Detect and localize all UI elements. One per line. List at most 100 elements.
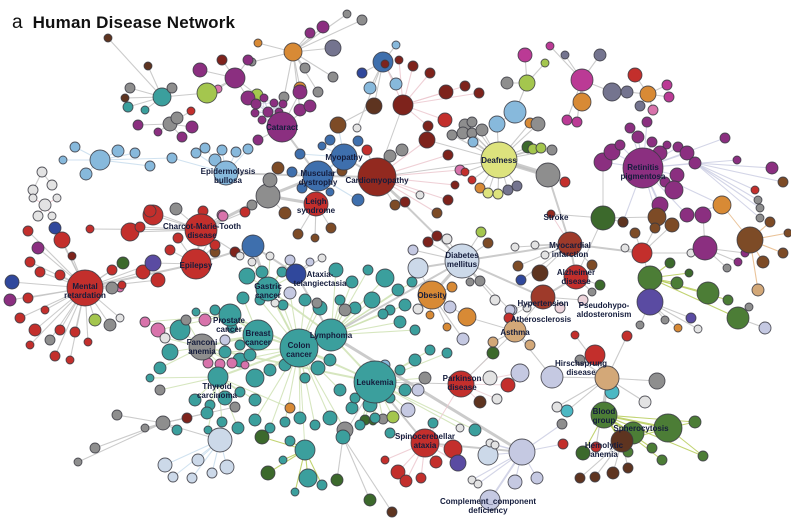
disease-node	[325, 187, 335, 197]
disease-node	[570, 330, 580, 340]
disease-node	[264, 422, 276, 434]
disease-node-retinitis-pigmentosa	[622, 147, 664, 189]
disease-node	[219, 334, 231, 346]
disease-node-alzheimer-disease	[563, 264, 589, 290]
disease-node	[352, 123, 362, 133]
node-label-parkinson-disease: Parkinson	[443, 374, 482, 383]
node-label-obesity: Obesity	[417, 291, 447, 300]
disease-node-prostate-cancer	[218, 303, 242, 327]
disease-node-breast-cancer	[242, 319, 274, 351]
disease-node	[234, 386, 246, 398]
disease-node	[661, 79, 673, 91]
disease-node	[442, 149, 454, 161]
node-label-parkinson-disease: disease	[447, 383, 477, 392]
disease-node	[103, 33, 113, 43]
disease-node	[560, 404, 574, 418]
disease-node	[38, 198, 52, 212]
disease-node	[311, 297, 323, 309]
disease-node	[431, 230, 443, 242]
disease-node-fanconi-anemia	[188, 333, 216, 361]
node-label-breast-cancer: cancer	[245, 338, 271, 347]
disease-node	[111, 144, 125, 158]
disease-node	[31, 241, 45, 255]
network-edge	[162, 406, 236, 424]
disease-node	[333, 383, 347, 397]
disease-node-gastric-cancer	[255, 276, 281, 302]
disease-node	[400, 402, 416, 418]
disease-node	[345, 275, 359, 289]
node-label-myopathy: Myopathy	[325, 153, 363, 162]
disease-node	[383, 149, 397, 163]
disease-node	[252, 134, 264, 146]
disease-node	[263, 363, 277, 377]
disease-node	[342, 9, 352, 19]
disease-node	[437, 112, 453, 128]
node-label-gastric-cancer: cancer	[255, 291, 281, 300]
disease-node	[153, 127, 163, 137]
disease-node	[278, 455, 288, 465]
node-label-complement-deficiency: Complement_component	[440, 497, 536, 506]
disease-node	[415, 190, 425, 200]
node-label-pseudohypo-aldosteronism: Pseudohypo-	[579, 301, 630, 310]
disease-node	[330, 473, 344, 487]
disease-node	[620, 85, 634, 99]
node-label-ataxia-telangiectasia: telangiectasia	[294, 279, 347, 288]
disease-node	[294, 148, 306, 160]
disease-node	[424, 344, 436, 356]
disease-node	[362, 264, 374, 276]
disease-node	[394, 55, 404, 65]
disease-node	[216, 54, 228, 66]
disease-node	[186, 472, 198, 484]
disease-node	[278, 99, 288, 109]
disease-node	[586, 259, 598, 271]
disease-node	[219, 459, 235, 475]
disease-node	[639, 85, 657, 103]
disease-node	[500, 377, 516, 393]
disease-node	[236, 291, 250, 305]
node-label-deafness: Deafness	[481, 156, 517, 165]
node-label-blood-group: Blood	[593, 407, 616, 416]
node-label-leigh-syndrome: syndrome	[297, 206, 336, 215]
disease-node	[145, 373, 155, 383]
disease-node	[305, 257, 315, 267]
node-label-prostate-cancer: Prostate	[213, 316, 246, 325]
disease-node	[377, 308, 389, 320]
disease-node	[218, 345, 232, 359]
disease-node	[669, 167, 685, 183]
disease-node	[670, 276, 684, 290]
disease-node	[392, 94, 414, 116]
disease-node-myocardial-infarction	[557, 231, 583, 257]
disease-node	[466, 127, 478, 139]
network-edge	[424, 442, 523, 453]
network-edge	[402, 92, 480, 106]
disease-node	[535, 162, 561, 188]
disease-node	[561, 114, 573, 126]
disease-node	[399, 474, 413, 488]
disease-node	[27, 184, 39, 196]
disease-node	[292, 84, 308, 100]
disease-node	[216, 144, 228, 156]
network-edge	[376, 176, 463, 262]
disease-node	[487, 336, 499, 348]
disease-node	[442, 322, 452, 332]
disease-node	[106, 264, 118, 276]
disease-node	[139, 316, 151, 328]
disease-node-lymphoma	[314, 318, 348, 352]
disease-node	[617, 216, 629, 228]
disease-node	[111, 409, 123, 421]
disease-node	[429, 455, 443, 469]
disease-node	[172, 232, 184, 244]
disease-node	[621, 330, 633, 342]
disease-node	[67, 251, 77, 261]
disease-node	[584, 344, 606, 366]
disease-node-thyroid-carcinoma	[207, 366, 229, 388]
disease-node	[117, 280, 127, 290]
disease-node	[250, 108, 260, 118]
disease-node	[386, 410, 400, 424]
disease-node	[278, 206, 292, 220]
network-edge	[694, 162, 761, 209]
disease-node	[571, 116, 583, 128]
disease-node	[697, 450, 709, 462]
disease-node	[176, 131, 188, 143]
disease-node	[424, 67, 436, 79]
